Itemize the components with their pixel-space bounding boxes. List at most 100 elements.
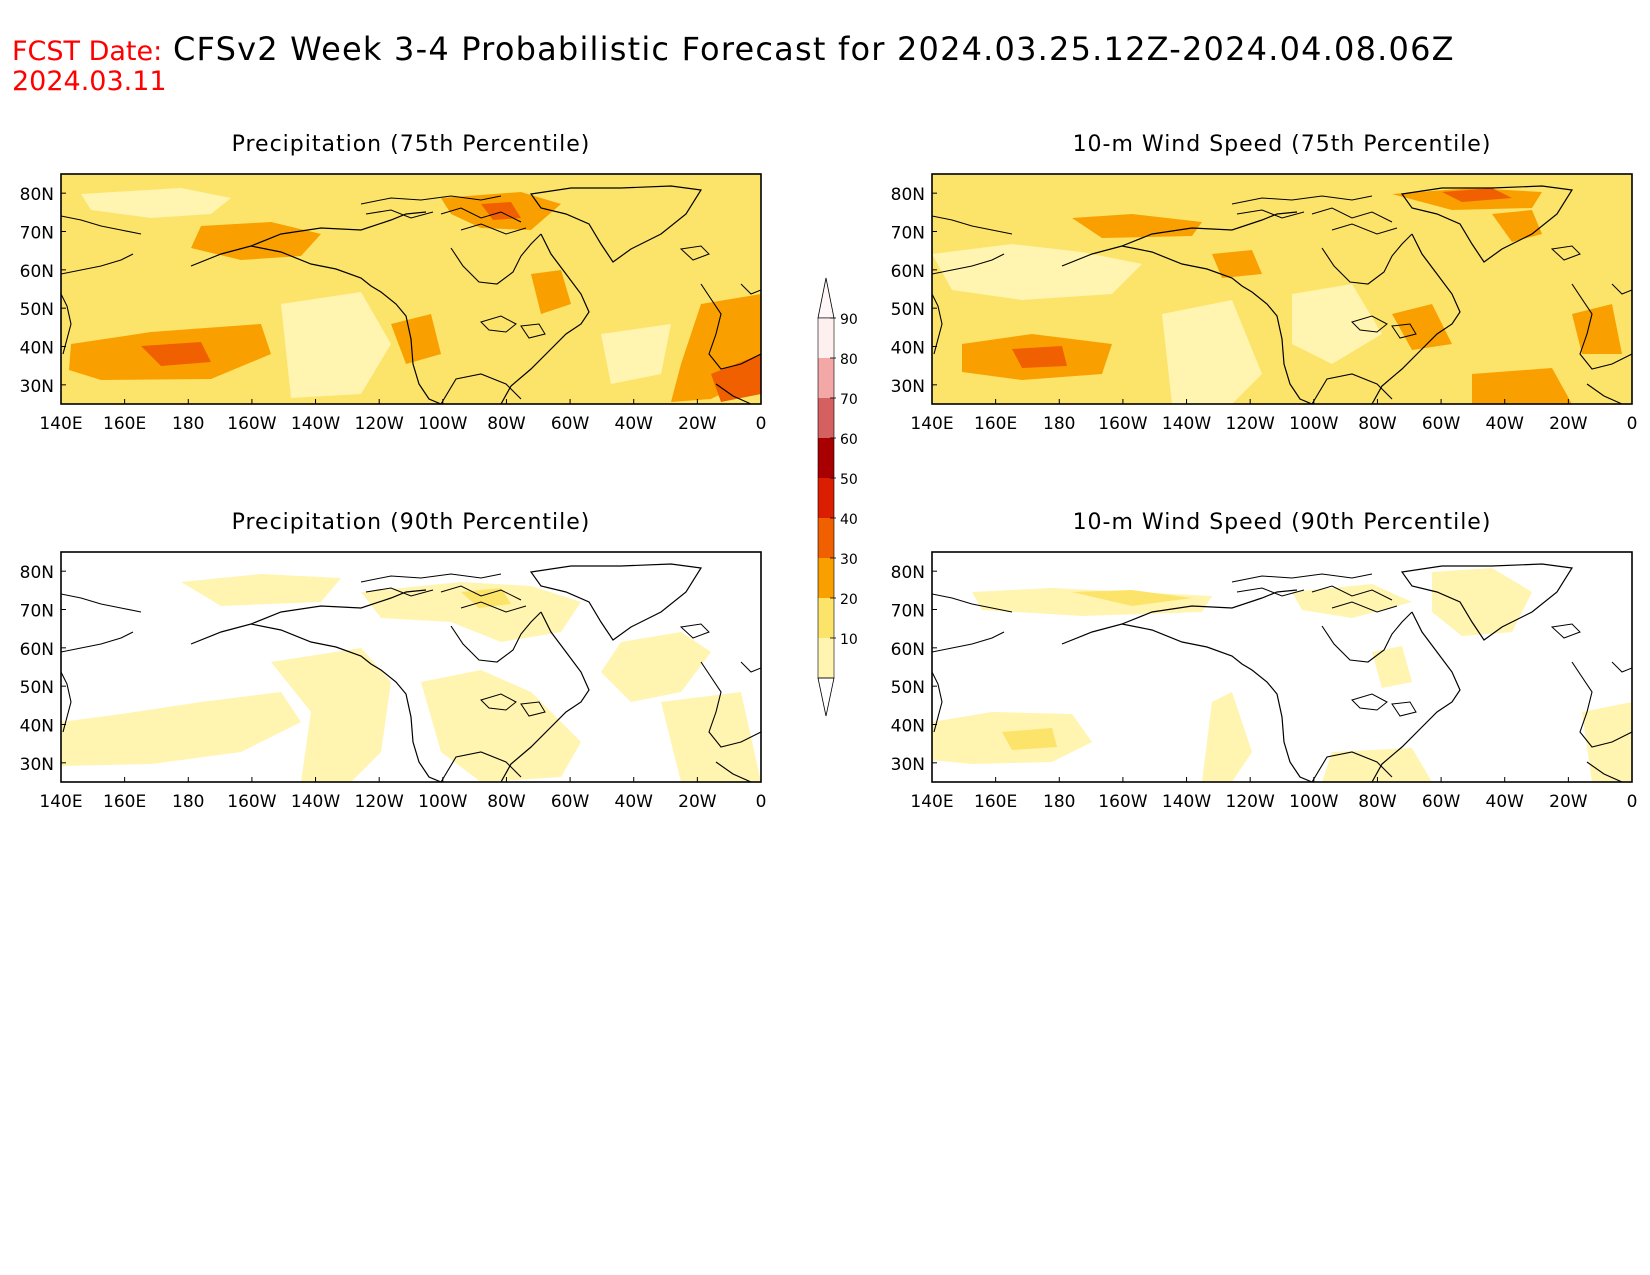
lon-tick-label: 120W (1226, 792, 1275, 812)
lon-tick-label: 160W (227, 414, 276, 434)
lon-tick-label: 140E (910, 792, 953, 812)
lat-axis: 80N 70N 60N 50N 40N 30N (891, 563, 937, 775)
lon-tick-label: 80W (487, 414, 526, 434)
lat-axis: 80N 70N 60N 50N 40N 30N (20, 563, 66, 775)
panel-title: Precipitation (90th Percentile) (232, 510, 591, 535)
lat-axis: 80N 70N 60N 50N 40N 30N (20, 185, 66, 397)
lon-tick-label: 160E (974, 414, 1017, 434)
shaded-field (932, 174, 1632, 404)
lon-axis: 140E 160E 180 160W 140W 120W 100W 80W 60W 40W 20W 0 (910, 777, 1637, 812)
colorbar-swatch (818, 318, 834, 358)
panel-wind-90: 10-m Wind Speed (90th Percentile) 80N 70N… (891, 510, 1638, 812)
lon-tick-label: 140W (291, 792, 340, 812)
fcst-date-label: FCST Date: (12, 36, 162, 67)
colorbar-label: 40 (840, 512, 858, 528)
colorbar-label: 10 (840, 632, 858, 648)
colorbar-swatch (818, 598, 834, 638)
colorbar-bottom-triangle (817, 677, 835, 717)
colorbar-label: 20 (840, 592, 858, 608)
lon-tick-label: 60W (1422, 414, 1461, 434)
lon-tick-label: 0 (1627, 792, 1638, 812)
map-frame (931, 551, 1633, 783)
map-frame (60, 173, 762, 405)
lon-tick-label: 140E (39, 792, 82, 812)
lat-tick-label: 60N (891, 262, 925, 282)
lon-tick-label: 80W (1358, 792, 1397, 812)
lat-tick-label: 70N (20, 602, 54, 622)
lon-tick-label: 160E (103, 792, 146, 812)
panel-precip-75: Precipitation (75th Percentile) 80N 70N 60… (20, 132, 767, 434)
lon-tick-label: 160W (1098, 792, 1147, 812)
panel-precip-90: Precipitation (90th Percentile) 80N 70N 60… (20, 510, 767, 812)
lon-tick-label: 60W (551, 414, 590, 434)
lon-tick-label: 180 (172, 792, 204, 812)
shaded-field (61, 552, 761, 782)
lat-tick-label: 80N (20, 185, 54, 205)
lon-tick-label: 120W (355, 414, 404, 434)
lon-tick-label: 180 (1043, 792, 1075, 812)
lon-tick-label: 180 (1043, 414, 1075, 434)
lat-tick-label: 40N (20, 339, 54, 359)
lon-tick-label: 160W (227, 792, 276, 812)
shaded-field (932, 552, 1632, 782)
lat-tick-label: 40N (891, 339, 925, 359)
colorbar-swatch (818, 438, 834, 478)
lon-tick-label: 0 (1627, 414, 1638, 434)
lat-tick-label: 30N (891, 755, 925, 775)
panel-title: Precipitation (75th Percentile) (232, 132, 591, 157)
lon-tick-label: 20W (1549, 414, 1588, 434)
lon-tick-label: 160W (1098, 414, 1147, 434)
lat-tick-label: 60N (20, 640, 54, 660)
lat-tick-label: 40N (20, 717, 54, 737)
lon-tick-label: 40W (1486, 414, 1525, 434)
lon-tick-label: 20W (1549, 792, 1588, 812)
lat-tick-label: 50N (20, 300, 54, 320)
lon-tick-label: 20W (678, 414, 717, 434)
lat-tick-label: 30N (20, 377, 54, 397)
lon-tick-label: 160E (974, 792, 1017, 812)
lat-tick-label: 70N (891, 602, 925, 622)
lon-tick-label: 180 (172, 414, 204, 434)
lon-tick-label: 40W (615, 414, 654, 434)
map-frame (931, 173, 1633, 405)
shaded-field (61, 174, 761, 404)
lat-tick-label: 40N (891, 717, 925, 737)
colorbar-label: 90 (840, 312, 858, 328)
colorbar: 90 80 70 60 50 40 30 20 10 (817, 277, 858, 717)
lon-tick-label: 100W (418, 414, 467, 434)
colorbar-frame (817, 317, 835, 679)
lon-tick-label: 120W (1226, 414, 1275, 434)
colorbar-top-triangle (817, 277, 835, 319)
lon-tick-label: 80W (487, 792, 526, 812)
lat-tick-label: 80N (891, 563, 925, 583)
colorbar-swatch (818, 358, 834, 398)
lon-tick-label: 0 (756, 414, 767, 434)
lon-tick-label: 40W (615, 792, 654, 812)
lat-tick-label: 50N (891, 678, 925, 698)
colorbar-label: 70 (840, 392, 858, 408)
colorbar-swatch (818, 558, 834, 598)
lon-tick-label: 160E (103, 414, 146, 434)
colorbar-label: 30 (840, 552, 858, 568)
panel-wind-75: 10-m Wind Speed (75th Percentile) 80N 70N… (891, 132, 1638, 434)
lat-tick-label: 50N (20, 678, 54, 698)
lat-tick-label: 80N (20, 563, 54, 583)
lon-tick-label: 60W (1422, 792, 1461, 812)
lon-tick-label: 100W (418, 792, 467, 812)
lat-tick-label: 80N (891, 185, 925, 205)
colorbar-swatch (818, 478, 834, 518)
lon-tick-label: 100W (1289, 414, 1338, 434)
lat-tick-label: 30N (891, 377, 925, 397)
colorbar-swatch (818, 638, 834, 678)
colorbar-label: 60 (840, 432, 858, 448)
lon-tick-label: 140W (291, 414, 340, 434)
lon-tick-label: 60W (551, 792, 590, 812)
lon-tick-label: 120W (355, 792, 404, 812)
lon-tick-label: 140E (910, 414, 953, 434)
lat-tick-label: 60N (20, 262, 54, 282)
lon-tick-label: 140W (1162, 414, 1211, 434)
panel-title: 10-m Wind Speed (90th Percentile) (1073, 510, 1492, 535)
lat-tick-label: 60N (891, 640, 925, 660)
lat-tick-label: 30N (20, 755, 54, 775)
